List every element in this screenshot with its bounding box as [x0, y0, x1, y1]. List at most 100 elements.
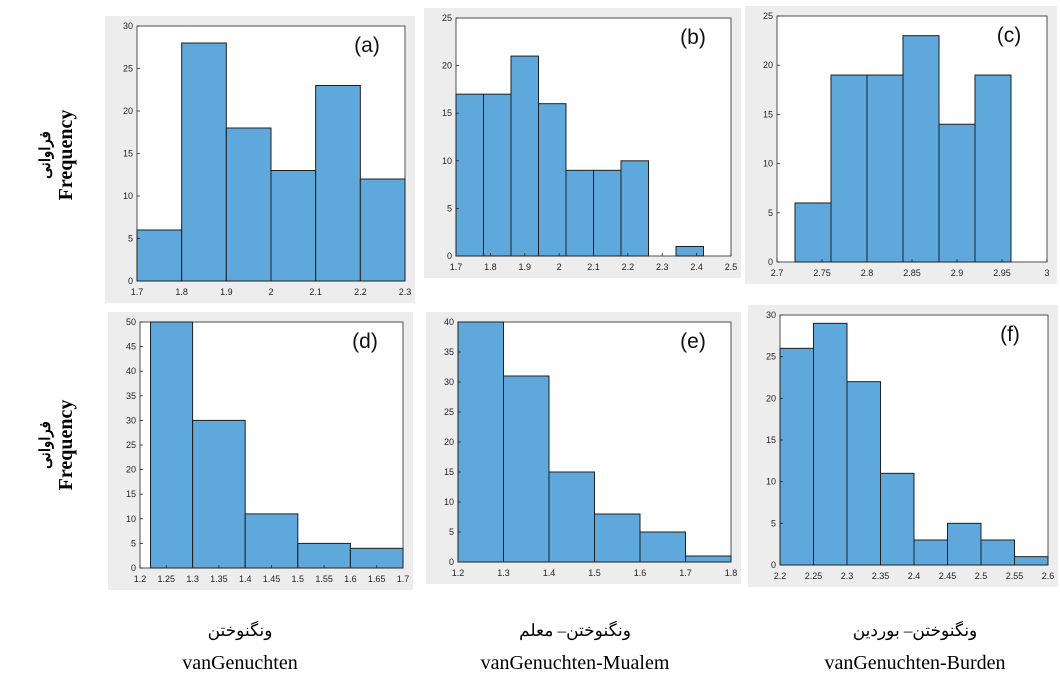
histogram-bar	[830, 74, 868, 263]
x-tick-label: 2.4	[908, 571, 921, 581]
x-tick-label: 2.6	[1042, 571, 1055, 581]
y-tick-label: 5	[771, 518, 776, 528]
x-tick-label: 2.75	[813, 268, 831, 278]
histogram-e: 1.2 1.3 1.4 1.5 1.6 1.7 1.8 0 5 10 15 20 25 30 35 40 (e)	[426, 312, 741, 584]
x-tick-label: 1.35	[210, 574, 228, 584]
histogram-bar	[192, 419, 246, 569]
histogram-bar	[685, 555, 732, 563]
x-tick-label: 1.7	[450, 262, 463, 272]
x-tick-label: 2.3	[841, 571, 854, 581]
histogram-d: 1.2 1.25 1.3 1.35 1.4 1.45 1.5 1.55 1.6 1.65 1.7 0 5…	[108, 312, 413, 590]
y-tick-label: 30	[126, 415, 136, 425]
y-axis-label-row1: فراوانی Frequency	[38, 96, 88, 214]
x-tick-label: 1.2	[452, 568, 465, 578]
y-tick-label: 20	[766, 393, 776, 403]
histogram-bar	[947, 522, 982, 566]
y-tick-label: 25	[123, 64, 133, 74]
histogram-bar	[455, 93, 484, 257]
x-tick-label: 2.35	[872, 571, 890, 581]
y-tick-label: 5	[128, 234, 133, 244]
histogram-bar	[503, 375, 550, 563]
x-tick-label: 1.5	[292, 574, 305, 584]
y-tick-label: 20	[126, 465, 136, 475]
histogram-bar	[510, 55, 539, 257]
y-tick-label: 30	[444, 377, 454, 387]
x-tick-label: 2.85	[903, 268, 921, 278]
y-tick-label: 35	[126, 391, 136, 401]
y-tick-label: 15	[444, 467, 454, 477]
x-tick-label: 1.4	[543, 568, 556, 578]
panel-label-d: (d)	[352, 330, 378, 353]
x-tick-label: 1.7	[131, 287, 144, 297]
histogram-b: 1.7 1.8 1.9 2 2.1 2.2 2.3 2.4 2.5 0 5 10 15 20 25 (b)	[424, 8, 741, 278]
histogram-bar	[974, 74, 1012, 263]
y-axis-label-fa: فراوانی	[38, 421, 54, 469]
y-axis-label-en: Frequency	[55, 399, 77, 491]
y-tick-label: 5	[447, 203, 452, 213]
histogram-bar	[779, 347, 814, 566]
x-tick-label: 1.5	[588, 568, 601, 578]
x-tick-label: 2.3	[399, 287, 412, 297]
histogram-bar	[457, 321, 504, 563]
histogram-bar	[866, 74, 904, 263]
x-tick-label: 1.9	[518, 262, 531, 272]
y-tick-label: 5	[449, 527, 454, 537]
y-tick-label: 0	[131, 563, 136, 573]
x-tick-label: 1.8	[725, 568, 738, 578]
histogram-bar	[225, 127, 272, 282]
y-tick-label: 25	[766, 352, 776, 362]
y-tick-label: 25	[126, 440, 136, 450]
y-tick-label: 30	[766, 310, 776, 320]
y-tick-label: 40	[126, 366, 136, 376]
y-tick-label: 5	[768, 208, 773, 218]
x-tick-label: 3	[1044, 268, 1049, 278]
histogram-bar	[902, 35, 940, 263]
y-tick-label: 50	[126, 317, 136, 327]
x-tick-label: 1.3	[497, 568, 510, 578]
histogram-c: 2.7 2.75 2.8 2.85 2.9 2.95 3 0 5 10 15 20 25 (c)	[745, 6, 1057, 284]
y-axis-label-fa: فراوانی	[38, 131, 54, 179]
x-caption-en: vanGenuchten-Mualem	[480, 652, 670, 674]
histogram-bar	[565, 169, 594, 257]
y-tick-label: 15	[123, 149, 133, 159]
histogram-bar	[297, 542, 351, 569]
panel-label-a: (a)	[354, 34, 380, 57]
histogram-f: 2.2 2.25 2.3 2.35 2.4 2.45 2.5 2.55 2.6 0 5 10 15 20 2…	[748, 305, 1058, 587]
x-tick-label: 2.2	[622, 262, 635, 272]
panel-label-b: (b)	[680, 26, 706, 49]
x-tick-label: 2.1	[587, 262, 600, 272]
histogram-bar	[846, 381, 881, 566]
y-tick-label: 0	[768, 257, 773, 267]
x-tick-label: 1.2	[134, 574, 147, 584]
y-axis-label-en: Frequency	[55, 109, 77, 201]
x-tick-label: 1.8	[175, 287, 188, 297]
x-tick-label: 2.2	[774, 571, 787, 581]
y-tick-label: 0	[771, 560, 776, 570]
histogram-a: 1.7 1.8 1.9 2 2.1 2.2 2.3 0 5 10 15 20 25 30 (a)	[105, 16, 415, 303]
x-tick-label: 1.55	[315, 574, 333, 584]
histogram-bar	[620, 160, 649, 257]
x-tick-label: 2.1	[309, 287, 322, 297]
x-tick-label: 2.25	[805, 571, 823, 581]
x-tick-label: 2.45	[939, 571, 957, 581]
x-tick-label: 1.7	[679, 568, 692, 578]
y-tick-label: 30	[123, 21, 133, 31]
x-caption-fa: ونگنوختن– معلم	[519, 621, 631, 640]
y-tick-label: 25	[442, 13, 452, 23]
x-tick-label: 2.9	[951, 268, 964, 278]
y-tick-label: 15	[442, 108, 452, 118]
y-tick-label: 20	[123, 106, 133, 116]
histogram-bar	[181, 42, 227, 282]
y-tick-label: 10	[123, 191, 133, 201]
histogram-bar	[594, 513, 641, 563]
y-tick-label: 35	[444, 347, 454, 357]
y-tick-label: 10	[444, 497, 454, 507]
y-tick-label: 25	[763, 11, 773, 21]
x-caption-fa: ونگنوختن– بوردین	[852, 621, 978, 640]
y-tick-label: 20	[763, 60, 773, 70]
y-tick-label: 0	[128, 276, 133, 286]
histogram-bar	[538, 103, 567, 257]
histogram-bar	[593, 169, 622, 257]
histogram-bar	[813, 322, 848, 566]
x-tick-label: 1.3	[186, 574, 199, 584]
